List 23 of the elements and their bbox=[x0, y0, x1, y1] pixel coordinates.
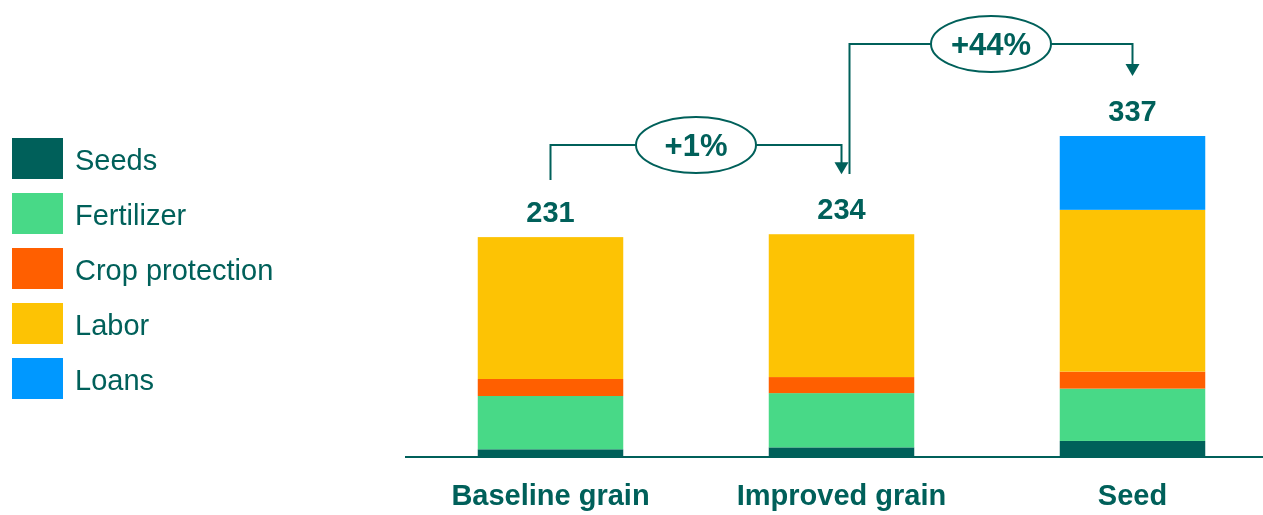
bar bbox=[1059, 209, 1206, 372]
legend-label: Labor bbox=[75, 309, 150, 341]
annotation: 337 bbox=[1108, 95, 1157, 127]
legend-label: Crop protection bbox=[75, 254, 274, 286]
bar bbox=[477, 379, 624, 397]
bar bbox=[768, 393, 915, 448]
annotation: 234 bbox=[817, 193, 866, 226]
legend-label: Loans bbox=[75, 364, 155, 396]
text: +44% bbox=[950, 27, 1032, 62]
legend-label: Fertilizer bbox=[75, 199, 187, 231]
bar bbox=[477, 396, 624, 450]
x-tick-label: Seed bbox=[1097, 479, 1168, 511]
annotation: 231 bbox=[526, 196, 575, 229]
bar bbox=[1059, 371, 1206, 389]
legend-label: Seeds bbox=[75, 144, 158, 176]
x-tick-label: Baseline grain bbox=[451, 479, 650, 511]
bar bbox=[768, 377, 915, 394]
annotation: +1% bbox=[664, 128, 728, 163]
x-tick-label: Improved grain bbox=[736, 479, 947, 511]
bar bbox=[1059, 136, 1206, 210]
bar bbox=[477, 237, 624, 379]
bar bbox=[1059, 388, 1206, 441]
bar bbox=[768, 234, 915, 378]
